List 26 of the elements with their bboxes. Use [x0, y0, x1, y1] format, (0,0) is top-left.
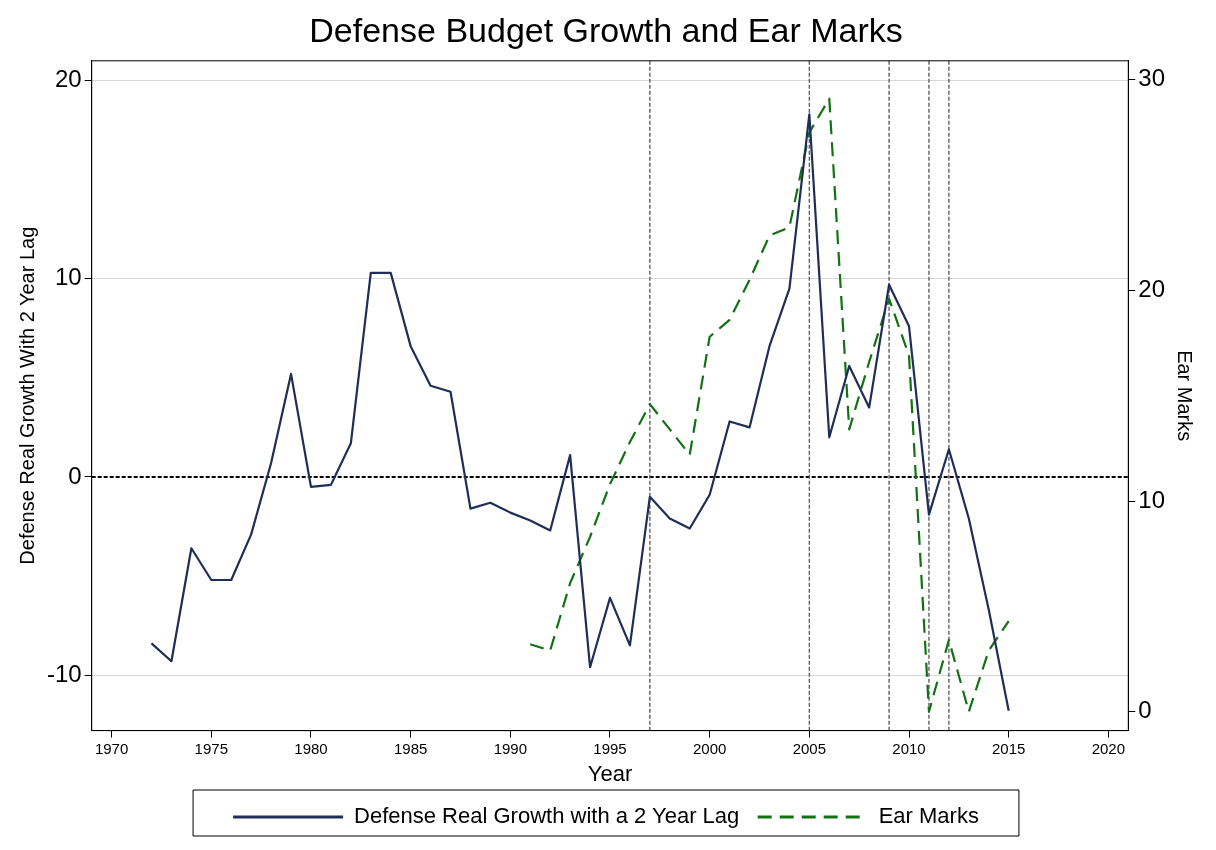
x-tick-label: 1995	[593, 739, 627, 757]
x-axis-title: Year	[587, 760, 633, 786]
y2-tick-label: 0	[1138, 696, 1152, 724]
x-tick-label: 1970	[94, 739, 129, 757]
y-tick-label: 20	[54, 65, 82, 93]
x-tick-label: 1985	[393, 739, 428, 757]
x-tick-label: 2020	[1091, 739, 1126, 757]
y2-tick-label: 20	[1138, 275, 1166, 303]
y-axis-title: Defense Real Growth With 2 Year Lag	[15, 226, 38, 565]
chart-title: Defense Budget Growth and Ear Marks	[309, 10, 903, 49]
x-tick-label: 2015	[992, 739, 1026, 757]
y2-tick-label: 10	[1138, 485, 1166, 513]
x-tick-label: 2010	[892, 739, 926, 757]
legend-label: Defense Real Growth with a 2 Year Lag	[354, 803, 740, 829]
x-tick-label: 2000	[692, 739, 727, 757]
x-tick-label: 1990	[493, 739, 528, 757]
line-series	[529, 97, 1010, 713]
legend-label: Ear Marks	[878, 803, 979, 829]
x-tick-label: 1975	[194, 739, 228, 757]
y-tick-label: 10	[54, 263, 82, 291]
y-tick-label: 0	[68, 461, 82, 489]
y2-tick-label: 30	[1138, 64, 1166, 92]
y2-axis-title: Ear Marks	[1174, 350, 1197, 442]
x-tick-label: 2005	[792, 739, 827, 757]
y-tick-label: -10	[47, 659, 82, 687]
x-tick-label: 1980	[294, 739, 328, 757]
